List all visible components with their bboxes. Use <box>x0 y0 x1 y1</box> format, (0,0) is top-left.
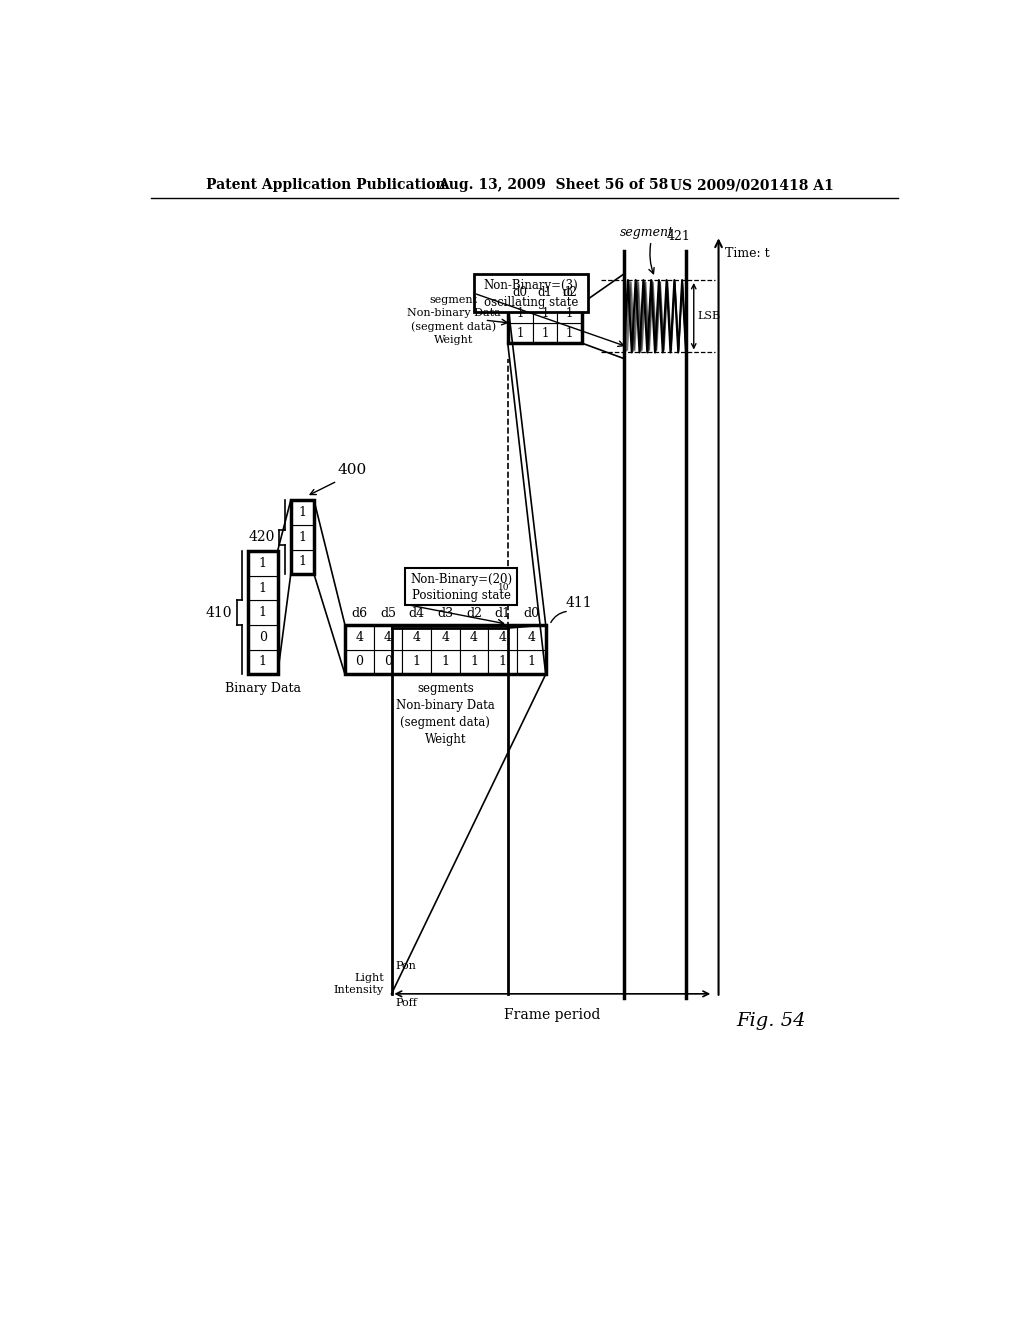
Text: 1: 1 <box>298 556 306 569</box>
Text: Time: t: Time: t <box>725 247 769 260</box>
Text: 421: 421 <box>667 230 690 243</box>
Text: 1: 1 <box>441 656 450 668</box>
Text: d0: d0 <box>523 607 540 620</box>
Text: d2: d2 <box>466 607 482 620</box>
Bar <box>402 649 431 675</box>
Text: 1: 1 <box>516 306 524 319</box>
Bar <box>460 626 488 649</box>
Text: 1: 1 <box>259 582 267 594</box>
Bar <box>508 304 583 343</box>
Bar <box>291 500 314 525</box>
Text: 4: 4 <box>499 631 507 644</box>
Bar <box>402 626 431 649</box>
Text: Pon: Pon <box>395 961 416 970</box>
Text: 1: 1 <box>542 326 549 339</box>
Text: 1: 1 <box>259 606 267 619</box>
Bar <box>557 304 583 323</box>
Bar <box>431 626 460 649</box>
Text: d1: d1 <box>495 607 511 620</box>
Text: LSB: LSB <box>697 312 721 321</box>
Text: US 2009/0201418 A1: US 2009/0201418 A1 <box>671 178 835 193</box>
Text: Poff: Poff <box>395 998 417 1007</box>
Text: 400: 400 <box>337 463 367 478</box>
Text: segment
Non-binary Data
(segment data)
Weight: segment Non-binary Data (segment data) W… <box>407 294 501 346</box>
Bar <box>374 649 402 675</box>
Text: 1: 1 <box>470 656 478 668</box>
Text: Patent Application Publication: Patent Application Publication <box>206 178 445 193</box>
Text: 4: 4 <box>470 631 478 644</box>
Text: segment: segment <box>621 226 674 239</box>
Bar <box>248 552 278 675</box>
Bar <box>248 649 278 675</box>
Text: 4: 4 <box>355 631 364 644</box>
Text: Non-Binary=(20): Non-Binary=(20) <box>411 573 512 586</box>
Text: 0: 0 <box>384 656 392 668</box>
Bar <box>460 649 488 675</box>
Bar <box>488 626 517 649</box>
Text: 4: 4 <box>441 631 450 644</box>
Text: d2: d2 <box>562 286 578 300</box>
Bar <box>508 304 532 323</box>
Text: 0: 0 <box>355 656 364 668</box>
Text: Fig. 54: Fig. 54 <box>736 1012 806 1030</box>
Text: 0: 0 <box>259 631 267 644</box>
Bar <box>291 525 314 549</box>
Text: 10: 10 <box>498 582 509 591</box>
Bar <box>508 323 532 343</box>
Text: 1: 1 <box>516 326 524 339</box>
Text: 4: 4 <box>527 631 536 644</box>
Text: 1: 1 <box>259 656 267 668</box>
Text: 1: 1 <box>566 326 573 339</box>
Text: oscillating state: oscillating state <box>483 296 579 309</box>
Text: Aug. 13, 2009  Sheet 56 of 58: Aug. 13, 2009 Sheet 56 of 58 <box>438 178 669 193</box>
Text: d5: d5 <box>380 607 396 620</box>
Text: d6: d6 <box>351 607 368 620</box>
Text: 4: 4 <box>413 631 421 644</box>
Bar <box>406 568 517 605</box>
Text: 411: 411 <box>565 595 592 610</box>
Text: Binary Data: Binary Data <box>225 682 301 696</box>
Bar <box>291 549 314 574</box>
Text: Light
Intensity: Light Intensity <box>334 973 384 995</box>
Text: 1: 1 <box>499 656 507 668</box>
Text: 4: 4 <box>384 631 392 644</box>
Bar <box>488 649 517 675</box>
Text: segments
Non-binary Data
(segment data)
Weight: segments Non-binary Data (segment data) … <box>396 682 495 746</box>
Text: 1: 1 <box>566 306 573 319</box>
Text: 10: 10 <box>562 289 573 298</box>
Bar <box>517 649 546 675</box>
Bar <box>345 626 546 675</box>
Bar <box>532 323 557 343</box>
Text: 420: 420 <box>248 531 274 544</box>
Text: Frame period: Frame period <box>504 1007 600 1022</box>
Text: Positioning state: Positioning state <box>412 589 511 602</box>
Bar <box>248 552 278 576</box>
Bar <box>517 626 546 649</box>
Text: 1: 1 <box>298 506 306 519</box>
Bar <box>557 323 583 343</box>
Text: d4: d4 <box>409 607 425 620</box>
Text: 1: 1 <box>542 306 549 319</box>
Bar <box>248 626 278 649</box>
Bar <box>345 649 374 675</box>
Text: 1: 1 <box>259 557 267 570</box>
Bar <box>532 304 557 323</box>
Bar <box>474 275 589 313</box>
Bar <box>374 626 402 649</box>
Bar <box>345 626 374 649</box>
Text: d3: d3 <box>437 607 454 620</box>
Bar <box>248 576 278 601</box>
Bar <box>291 500 314 574</box>
Text: d1: d1 <box>538 286 552 300</box>
Text: 410: 410 <box>206 606 232 619</box>
Text: d0: d0 <box>513 286 527 300</box>
Text: 1: 1 <box>413 656 421 668</box>
Bar <box>431 649 460 675</box>
Text: 1: 1 <box>527 656 536 668</box>
Text: Non-Binary=(3): Non-Binary=(3) <box>483 279 579 292</box>
Bar <box>248 601 278 626</box>
Text: 1: 1 <box>298 531 306 544</box>
